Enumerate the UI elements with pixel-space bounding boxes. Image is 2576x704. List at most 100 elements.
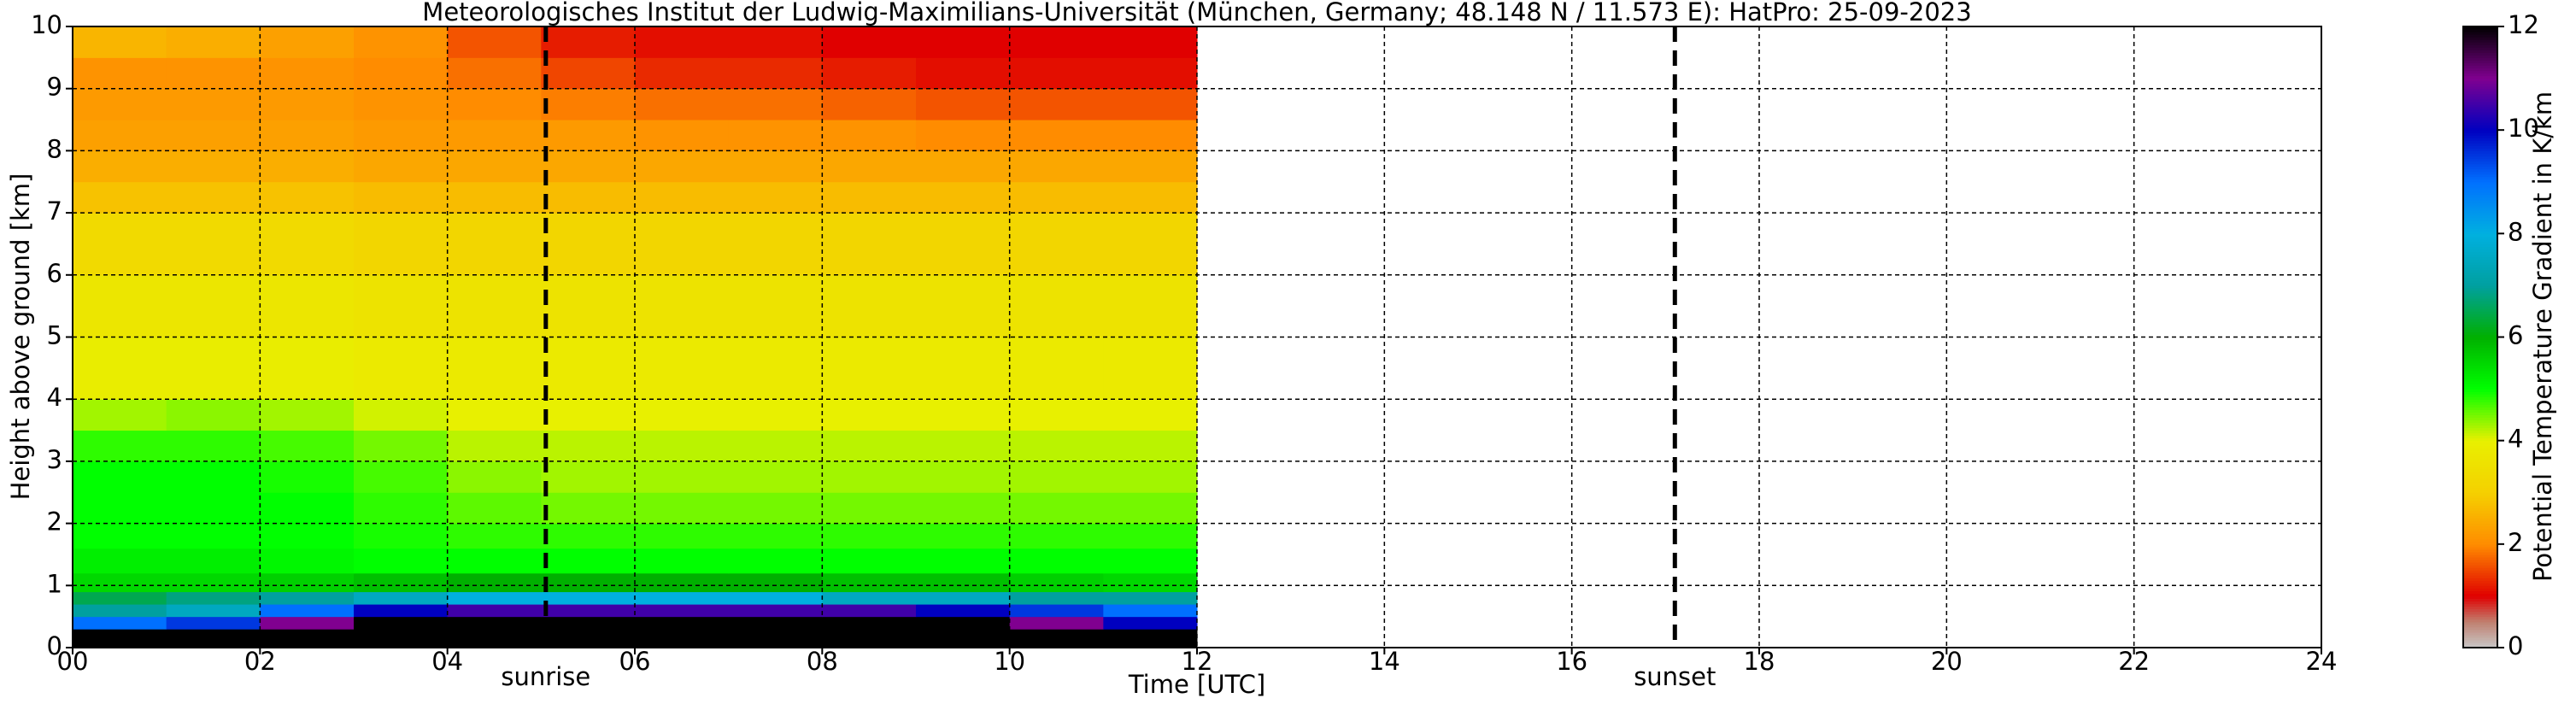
heatmap-cell — [73, 604, 167, 618]
heatmap-cell — [916, 26, 1011, 58]
heatmap-cell — [541, 523, 636, 549]
colorbar-step — [2463, 316, 2497, 320]
heatmap-cell — [822, 629, 917, 648]
heatmap-cell — [447, 120, 542, 151]
heatmap-cell — [1009, 616, 1104, 630]
colorbar-step — [2463, 269, 2497, 273]
y-tick-label: 4 — [47, 383, 62, 412]
heatmap-cell — [916, 399, 1011, 431]
colorbar-step — [2463, 500, 2497, 503]
y-tick-label: 5 — [47, 321, 62, 350]
colorbar-step — [2463, 380, 2497, 384]
heatmap-cell — [73, 523, 167, 549]
x-tick-label: 16 — [1556, 647, 1587, 676]
heatmap-cell — [1009, 57, 1104, 90]
colorbar-step — [2463, 551, 2497, 555]
y-tick-label: 9 — [47, 73, 62, 102]
colorbar-step — [2463, 331, 2497, 336]
heatmap-cell — [822, 399, 917, 431]
colorbar-step — [2463, 179, 2497, 183]
heatmap-cell — [1009, 337, 1104, 400]
colorbar-step — [2463, 362, 2497, 367]
colorbar-step — [2463, 565, 2497, 568]
y-tick-label: 2 — [47, 507, 62, 537]
heatmap-cell — [447, 399, 542, 431]
colorbar-step — [2463, 285, 2497, 289]
heatmap-cell — [1009, 591, 1104, 605]
colorbar-step — [2463, 145, 2497, 149]
heatmap-cell — [541, 26, 636, 58]
heatmap-cell — [73, 150, 167, 183]
colorbar-step — [2463, 541, 2497, 545]
heatmap-cell — [728, 492, 823, 525]
heatmap-cell — [354, 430, 449, 462]
heatmap-cell — [447, 274, 542, 337]
heatmap-cell — [541, 548, 636, 574]
heatmap-cell — [260, 337, 355, 400]
heatmap-cell — [1009, 572, 1104, 593]
colorbar-step — [2463, 507, 2497, 512]
heatmap-cell — [260, 26, 355, 58]
heatmap-cell — [822, 213, 917, 276]
colorbar-step — [2463, 386, 2497, 390]
colorbar-step — [2463, 518, 2497, 522]
colorbar-step — [2463, 349, 2497, 354]
colorbar-step — [2463, 83, 2497, 87]
colorbar-step — [2463, 173, 2497, 178]
heatmap-cell — [166, 629, 261, 648]
heatmap-cell — [260, 399, 355, 431]
colorbar-step — [2463, 525, 2497, 530]
colorbar-step — [2463, 440, 2497, 444]
heatmap-cell — [822, 274, 917, 337]
heatmap-cell — [1103, 591, 1198, 605]
heatmap-cell — [635, 88, 730, 120]
heatmap-cell — [447, 337, 542, 400]
colorbar-step — [2463, 425, 2497, 429]
colorbar-step — [2463, 549, 2497, 553]
colorbar-step — [2463, 536, 2497, 540]
colorbar-step — [2463, 611, 2497, 615]
heatmap-cell — [1103, 492, 1198, 525]
heatmap-cell — [73, 213, 167, 276]
heatmap-cell — [260, 150, 355, 183]
colorbar-step — [2463, 570, 2497, 573]
colorbar-step — [2463, 367, 2497, 372]
heatmap-cell — [73, 629, 167, 648]
event-label: sunset — [1634, 662, 1716, 691]
colorbar-step — [2463, 430, 2497, 434]
colorbar-step — [2463, 101, 2497, 105]
heatmap-cell — [728, 337, 823, 400]
heatmap-cell — [822, 461, 917, 493]
colorbar-step — [2463, 39, 2497, 43]
x-tick-label: 24 — [2306, 647, 2338, 676]
colorbar-step — [2463, 334, 2497, 338]
colorbar-step — [2463, 515, 2497, 519]
colorbar-step — [2463, 598, 2497, 602]
colorbar-step — [2463, 166, 2497, 170]
heatmap-cell — [73, 430, 167, 462]
colorbar-step — [2463, 171, 2497, 175]
colorbar-step — [2463, 402, 2497, 405]
colorbar-step — [2463, 47, 2497, 50]
heatmap-cell — [354, 616, 449, 630]
heatmap-cell — [822, 604, 917, 618]
heatmap-cell — [822, 548, 917, 574]
x-tick-label: 08 — [807, 647, 838, 676]
heatmap-cell — [260, 548, 355, 574]
heatmap-cell — [1103, 213, 1198, 276]
colorbar-step — [2463, 78, 2497, 82]
heatmap-cell — [1009, 629, 1104, 648]
colorbar-step — [2463, 407, 2497, 410]
heatmap-cell — [260, 274, 355, 337]
colorbar-step — [2463, 412, 2497, 415]
colorbar-step — [2463, 103, 2497, 108]
colorbar-step — [2463, 642, 2497, 646]
colorbar-step — [2463, 644, 2497, 648]
heatmap-cell — [447, 57, 542, 90]
heatmap-cell — [1103, 57, 1198, 90]
heatmap-cell — [635, 461, 730, 493]
heatmap-cell — [260, 181, 355, 214]
colorbar-step — [2463, 520, 2497, 525]
colorbar-step — [2463, 246, 2497, 250]
heatmap-cell — [728, 591, 823, 605]
